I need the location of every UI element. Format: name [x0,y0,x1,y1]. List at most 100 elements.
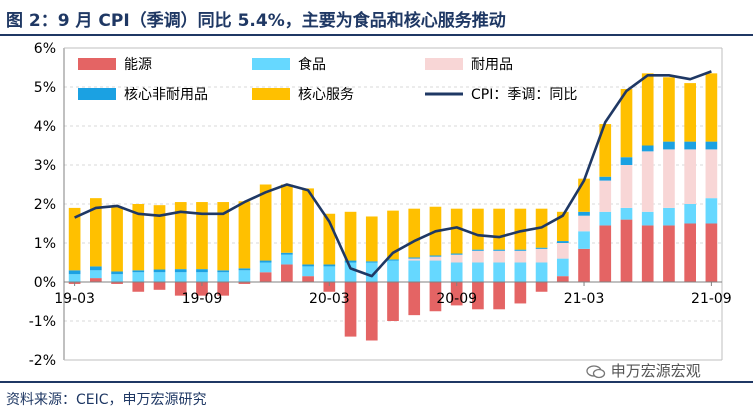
bar-segment [663,77,675,142]
bar-segment [535,247,548,249]
wechat-icon [586,364,606,378]
bar-segment [323,264,336,267]
bar-segment [408,257,421,259]
bar-segment [472,208,484,250]
bar-segment [641,73,654,146]
bar-segment [535,262,548,282]
bar-segment [493,208,505,250]
bar-segment [514,282,527,304]
bar-segment [174,272,187,282]
x-tick-label: 19-03 [54,291,95,307]
bar-segment [111,271,123,275]
bar-segment [684,141,696,150]
bar-segment [578,248,590,282]
bar-segment [344,282,357,337]
y-tick-label: 1% [34,236,56,252]
bar-segment [217,272,230,282]
x-tick-label: 21-03 [564,291,605,307]
bar-segment [556,258,569,277]
bar-segment [578,211,590,216]
bar-segment [153,272,166,282]
bar-segment [535,248,548,263]
bar-segment [705,149,718,199]
bar-segment [238,201,251,269]
bar-segment [174,282,187,296]
bar-segment [281,254,293,265]
bar-segment [599,211,612,226]
y-tick-label: -1% [29,314,56,330]
bar-segment [111,207,123,272]
cpi-line [74,70,712,278]
bar-segment [153,282,166,290]
legend-swatch [252,88,290,100]
bar-segment [705,141,718,150]
bar-segment [599,225,612,282]
bar-segment [535,282,548,292]
y-tick-label: -2% [29,353,56,369]
bar-segment [281,184,293,253]
bar-segment [387,210,399,260]
bar-segment [620,219,633,282]
bar-segment [514,262,527,282]
bar-segment [599,124,612,177]
bar-segment [578,231,590,249]
y-tick-label: 2% [34,197,56,213]
bar-segment [641,211,654,226]
x-tick-label: 20-03 [309,291,350,307]
bar-segment [259,262,272,273]
source-note: 资料来源：CEIC，申万宏源研究 [6,392,207,408]
bar-segment [450,262,463,282]
bar-segment [472,282,484,310]
legend-label: CPI：季调：同比 [471,87,577,103]
bar-segment [493,282,505,310]
bar-segment [408,208,421,258]
bar-segment [153,269,166,273]
bar-segment [684,149,696,204]
bar-segment [302,264,314,267]
bar-segment [578,215,590,232]
bar-segment [302,276,314,282]
bar-segment [493,249,505,251]
bar-segment [408,258,421,261]
y-tick-label: 6% [34,41,56,57]
bar-segment [684,223,696,282]
bar-segment [217,270,230,273]
bar-segment [514,250,527,263]
bar-segment [556,276,569,282]
bar-segment [387,259,399,261]
bar-segment [663,225,675,282]
bar-segment [514,208,527,250]
x-tick-label: 21-09 [691,291,732,307]
bar-segment [493,250,505,263]
bar-segment [556,241,569,243]
bar-segment [323,266,336,282]
bar-segment [472,250,484,263]
bar-segment [408,260,421,282]
bar-segment [450,253,463,255]
bar-segment [344,211,357,261]
legend-swatch [425,58,463,70]
bar-segment [365,282,378,341]
bar-segment [472,249,484,251]
legend-label: 核心服务 [298,87,354,103]
bar-segment [387,260,399,282]
bar-segment [132,204,145,271]
legend-label: 耐用品 [471,57,513,73]
bar-segment [663,149,675,208]
x-tick-label: 19-09 [182,291,223,307]
bar-segment [578,178,590,212]
bar-segment [196,282,208,296]
bar-segment [450,254,463,263]
bar-segment [238,268,251,271]
legend-label: 食品 [298,56,326,73]
bar-segment [132,282,145,292]
bar-segment [196,269,208,273]
bar-segment [68,207,81,271]
bar-segment [493,262,505,282]
bar-segment [68,270,81,275]
bar-segment [111,282,123,284]
page-title: 图 2：9 月 CPI（季调）同比 5.4%，主要为食品和核心服务推动 [6,11,506,31]
bar-segment [196,202,208,270]
bar-segment [429,255,442,257]
bar-segment [387,282,399,321]
